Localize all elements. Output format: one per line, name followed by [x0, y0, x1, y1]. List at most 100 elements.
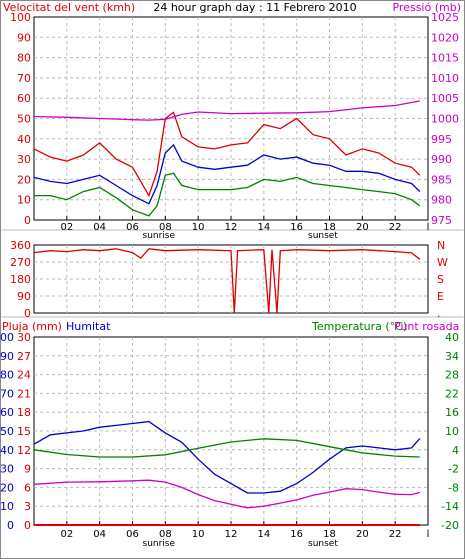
x-tick-label: 20 — [356, 222, 369, 233]
pressure-y-tick: 1000 — [431, 113, 459, 126]
pressure-y-tick: 975 — [431, 214, 452, 227]
pressure-y-tick: 1005 — [431, 92, 459, 105]
direction-y-tick: 0 — [24, 307, 31, 320]
x-tick-label: 04 — [93, 222, 106, 233]
x-tick-label: 10 — [192, 222, 205, 233]
rain-y-tick: 21 — [17, 387, 31, 400]
rain-y-tick: 18 — [17, 406, 31, 419]
temperature-axis-label: Temperatura (°C) — [311, 320, 407, 333]
x-tick-label: 08 — [159, 222, 172, 233]
pressure-axis-label: Pressió (mb) — [392, 1, 461, 14]
dewpoint-axis-label: Punt rosada — [394, 320, 459, 333]
pressure-y-tick: 980 — [431, 194, 452, 207]
temperature-y-tick: 4 — [452, 444, 459, 457]
pressure-y-tick: 1010 — [431, 72, 459, 85]
pressure-line — [33, 100, 420, 121]
x-tick-label: l — [427, 529, 430, 540]
x-tick-label: 14 — [257, 222, 270, 233]
wind-avg-line — [33, 143, 421, 205]
wind-y-tick: 0 — [24, 214, 31, 227]
x-tick-label: l — [427, 222, 430, 233]
sunrise-label: sunrise — [143, 539, 176, 549]
sunrise-label: sunrise — [143, 231, 176, 241]
temperature-y-tick: 40 — [445, 331, 459, 344]
sunset-label: sunset — [308, 539, 338, 549]
direction-compass-label: N — [437, 239, 445, 252]
rain-y-tick: 12 — [17, 444, 31, 457]
direction-line — [33, 248, 421, 314]
humidity-y-tick: 100 — [0, 331, 14, 344]
humidity-y-tick: 20 — [0, 481, 14, 494]
temperature-y-tick: -14 — [441, 500, 459, 513]
x-tick-label: 22 — [389, 222, 402, 233]
humidity-axis-label: Humitat — [66, 320, 111, 333]
rain-y-tick: 27 — [17, 350, 31, 363]
wind-y-tick: 100 — [10, 11, 31, 24]
wind-axis-label: Velocitat del vent (kmh) — [3, 1, 135, 14]
wind-y-tick: 40 — [17, 133, 31, 146]
x-tick-label: 10 — [192, 529, 205, 540]
pressure-y-tick: 1025 — [431, 11, 459, 24]
humidity-y-tick: 90 — [0, 350, 14, 363]
x-tick-label: 02 — [60, 529, 73, 540]
chart-title: 24 hour graph day : 11 Febrero 2010 — [153, 1, 356, 14]
direction-y-tick: 90 — [17, 290, 31, 303]
wind-y-tick: 70 — [17, 72, 31, 85]
wind-y-tick: 50 — [17, 113, 31, 126]
dewpoint-line — [33, 479, 420, 509]
temperature-line — [33, 438, 420, 458]
rain-axis-label: Pluja (mm) — [2, 320, 62, 333]
temperature-y-tick: 10 — [445, 425, 459, 438]
x-tick-label: 06 — [126, 529, 139, 540]
x-tick-label: 08 — [159, 529, 172, 540]
temperature-y-tick: 22 — [445, 387, 459, 400]
direction-compass-label: W — [437, 256, 448, 269]
rain-y-tick: 15 — [17, 425, 31, 438]
wind-min-line — [34, 172, 421, 217]
x-tick-label: 22 — [389, 529, 402, 540]
wind-y-tick: 30 — [17, 153, 31, 166]
temperature-y-tick: 28 — [445, 369, 459, 382]
wind-y-tick: 60 — [17, 92, 31, 105]
wind-y-tick: 80 — [17, 52, 31, 65]
panel-divider-2 — [1, 316, 464, 318]
rain-y-tick: 30 — [17, 331, 31, 344]
temperature-y-tick: -20 — [441, 519, 459, 532]
wind-gust-line — [33, 111, 421, 198]
wind-y-tick: 10 — [17, 194, 31, 207]
direction-y-tick: 270 — [10, 256, 31, 269]
x-tick-label: 12 — [225, 222, 238, 233]
x-tick-label: 16 — [290, 529, 303, 540]
x-tick-label: 02 — [60, 222, 73, 233]
rain-y-tick: 0 — [24, 519, 31, 532]
pressure-y-tick: 995 — [431, 133, 452, 146]
pressure-y-tick: 985 — [431, 173, 452, 186]
direction-compass-label: E — [437, 290, 444, 303]
wind-y-tick: 90 — [17, 31, 31, 44]
panel-divider-1 — [1, 229, 464, 231]
x-tick-label: 20 — [356, 529, 369, 540]
humidity-y-tick: 0 — [7, 519, 14, 532]
x-tick-label: 18 — [323, 222, 336, 233]
temperature-y-tick: 34 — [445, 350, 459, 363]
humidity-y-tick: 40 — [0, 444, 14, 457]
x-tick-label: 12 — [225, 529, 238, 540]
rain-y-tick: 24 — [17, 369, 31, 382]
x-tick-label: 18 — [323, 529, 336, 540]
chart-marks: 0102030405060708090100975980985990995100… — [0, 11, 459, 549]
x-tick-label: 16 — [290, 222, 303, 233]
sunset-label: sunset — [308, 231, 338, 241]
humidity-y-tick: 80 — [0, 369, 14, 382]
direction-compass-label: S — [437, 273, 444, 286]
pressure-y-tick: 1015 — [431, 52, 459, 65]
rain-y-tick: 9 — [24, 463, 31, 476]
direction-y-tick: 180 — [10, 273, 31, 286]
direction-compass-label: . — [437, 307, 441, 320]
humidity-line — [33, 420, 421, 494]
rain-y-tick: 6 — [24, 481, 31, 494]
x-tick-label: 04 — [93, 529, 106, 540]
humidity-y-tick: 30 — [0, 463, 14, 476]
x-tick-label: 06 — [126, 222, 139, 233]
humidity-y-tick: 50 — [0, 425, 14, 438]
